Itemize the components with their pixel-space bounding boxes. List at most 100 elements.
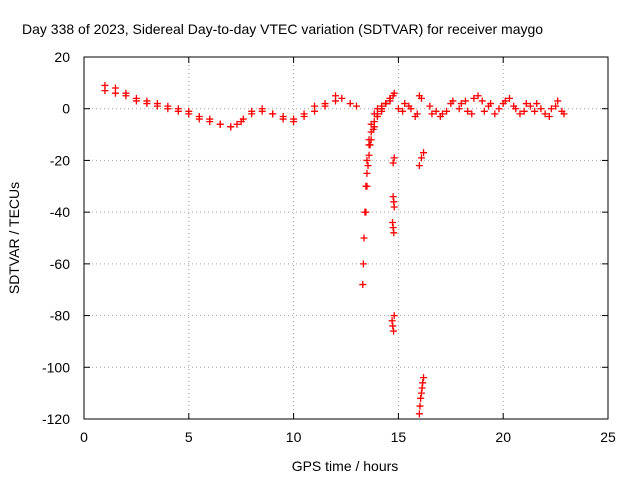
data-point — [360, 234, 368, 242]
data-point — [364, 162, 372, 170]
data-point — [522, 100, 530, 108]
data-point — [248, 110, 256, 118]
data-point — [417, 94, 425, 102]
data-point — [558, 107, 566, 115]
x-tick-label: 15 — [391, 429, 407, 445]
data-point — [300, 112, 308, 120]
data-point — [390, 229, 398, 237]
data-point — [386, 94, 394, 102]
data-point — [390, 312, 398, 320]
data-point — [258, 107, 266, 115]
data-point — [237, 118, 245, 126]
axis-ticks: 0 5 10 15 20 25 20 0 -20 -40 -60 -80 -100 -120 — [42, 49, 616, 445]
data-point — [417, 394, 425, 402]
data-point — [468, 110, 476, 118]
data-point — [373, 110, 381, 118]
x-tick-label: 20 — [495, 429, 511, 445]
data-point — [420, 374, 428, 382]
data-point — [516, 110, 524, 118]
data-point — [164, 105, 172, 113]
data-point — [195, 115, 203, 123]
y-tick-label: -100 — [42, 359, 70, 375]
data-point — [455, 105, 463, 113]
data-point — [269, 110, 277, 118]
data-point — [470, 94, 478, 102]
data-point — [352, 102, 360, 110]
data-point — [411, 112, 419, 120]
data-point — [405, 102, 413, 110]
data-point — [443, 107, 451, 115]
y-tick-label: -60 — [50, 256, 70, 272]
x-tick-label: 5 — [185, 429, 193, 445]
data-point — [533, 100, 541, 108]
data-point — [227, 123, 235, 131]
data-point — [365, 141, 373, 149]
data-point — [541, 110, 549, 118]
x-tick-label: 10 — [286, 429, 302, 445]
y-tick-label: -120 — [42, 411, 70, 427]
y-tick-label: -80 — [50, 308, 70, 324]
data-point — [457, 100, 465, 108]
data-point — [495, 105, 503, 113]
data-point — [428, 110, 436, 118]
data-point — [419, 379, 427, 387]
data-point — [362, 208, 370, 216]
data-point — [390, 89, 398, 97]
data-point — [363, 156, 371, 164]
data-point — [415, 410, 423, 418]
data-point — [501, 97, 509, 105]
grid — [84, 57, 608, 419]
series-main-trend-b — [101, 87, 340, 131]
series-late-dropout — [415, 92, 428, 418]
data-point — [389, 159, 397, 167]
data-point — [537, 105, 545, 113]
data-point — [132, 97, 140, 105]
data-point — [432, 107, 440, 115]
series-dropout-arc-1 — [359, 102, 386, 289]
data-point — [365, 151, 373, 159]
data-point — [378, 105, 386, 113]
data-point — [390, 327, 398, 335]
data-point — [359, 260, 367, 268]
plot-frame — [83, 56, 609, 420]
data-point — [206, 118, 214, 126]
data-point — [461, 97, 469, 105]
data-point — [338, 94, 346, 102]
data-point — [426, 102, 434, 110]
data-point — [487, 100, 495, 108]
data-point — [321, 102, 329, 110]
data-point — [420, 149, 428, 157]
chart-title: Day 338 of 2023, Sidereal Day-to-day VTE… — [22, 21, 543, 37]
data-point — [417, 154, 425, 162]
data-point — [311, 107, 319, 115]
data-point — [510, 102, 518, 110]
data-point — [491, 110, 499, 118]
data-points — [101, 81, 568, 418]
data-point — [363, 169, 371, 177]
data-point — [526, 102, 534, 110]
data-point — [415, 162, 423, 170]
data-point — [122, 92, 130, 100]
data-point — [279, 115, 287, 123]
data-point — [174, 107, 182, 115]
x-tick-label: 0 — [80, 429, 88, 445]
data-point — [464, 107, 472, 115]
data-point — [416, 402, 424, 410]
data-point — [399, 107, 407, 115]
data-point — [480, 107, 488, 115]
data-point — [111, 89, 119, 97]
data-point — [185, 110, 193, 118]
data-point — [101, 87, 109, 95]
data-point — [505, 94, 513, 102]
x-axis-label: GPS time / hours — [292, 458, 399, 474]
series-gap-fragments — [388, 154, 398, 335]
data-point — [153, 102, 161, 110]
data-point — [554, 97, 562, 105]
data-point — [520, 107, 528, 115]
data-point — [390, 203, 398, 211]
data-point — [547, 105, 555, 113]
y-tick-label: 20 — [54, 49, 70, 65]
data-point — [447, 100, 455, 108]
data-point — [389, 322, 397, 330]
